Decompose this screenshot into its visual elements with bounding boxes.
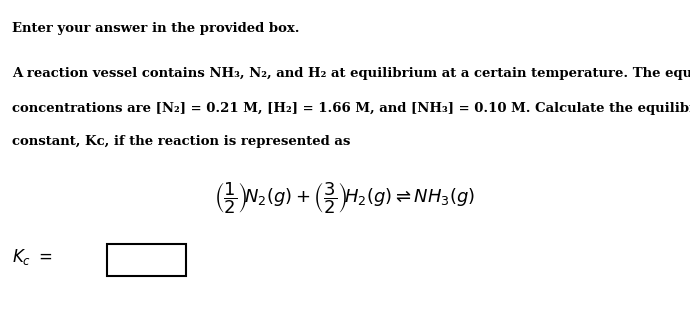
Text: $\left(\dfrac{1}{2}\right)\!N_2(g) + \left(\dfrac{3}{2}\right)\!H_2(g) \rightlef: $\left(\dfrac{1}{2}\right)\!N_2(g) + \le… (215, 180, 475, 216)
Text: Enter your answer in the provided box.: Enter your answer in the provided box. (12, 22, 300, 35)
Text: concentrations are [N₂] = 0.21 M, [H₂] = 1.66 M, and [NH₃] = 0.10 M. Calculate t: concentrations are [N₂] = 0.21 M, [H₂] =… (12, 102, 690, 115)
Text: $K_c$$\ =$: $K_c$$\ =$ (12, 247, 53, 267)
Text: A reaction vessel contains NH₃, N₂, and H₂ at equilibrium at a certain temperatu: A reaction vessel contains NH₃, N₂, and … (12, 67, 690, 80)
FancyBboxPatch shape (107, 244, 186, 276)
Text: constant, Kᴄ, if the reaction is represented as: constant, Kᴄ, if the reaction is represe… (12, 135, 351, 148)
